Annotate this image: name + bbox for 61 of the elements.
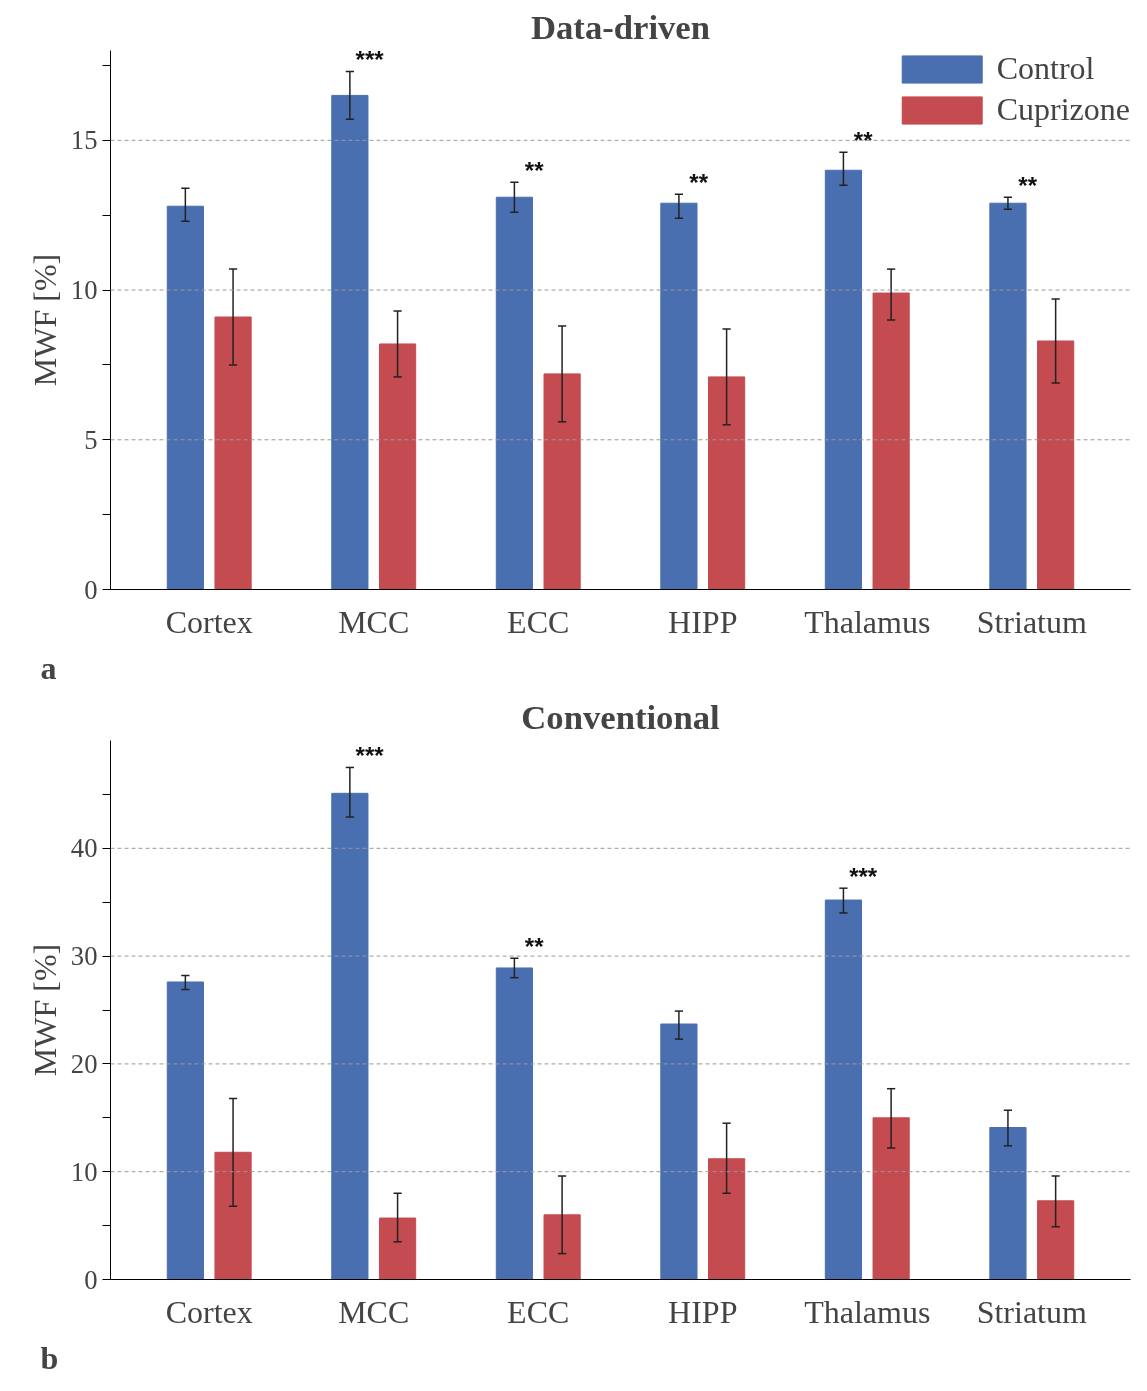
bar [708,376,746,590]
bar [331,94,369,590]
bar [660,1023,698,1280]
x-tick-label: ECC [507,603,570,640]
x-tick-label: Thalamus [804,1293,931,1330]
bar [378,1217,417,1280]
text: b [40,1339,59,1376]
x-tick-label: HIPP [668,1293,738,1330]
bar [166,981,204,1280]
x-tick-label: MCC [338,1293,410,1330]
y-tick-label: 15 [70,125,98,156]
bar [1037,340,1075,590]
data-label: *** [355,46,385,74]
x-tick-label: Striatum [976,603,1088,640]
bar [543,1214,581,1280]
bar [495,967,533,1280]
data-label: *** [849,863,878,891]
data-label: ** [1018,172,1038,200]
y-tick-label: 30 [70,941,98,972]
bar [872,1117,910,1280]
x-tick-label: Thalamus [804,603,931,640]
y-tick-label: 0 [84,1264,98,1295]
x-tick-label: MCC [338,603,410,640]
bar [378,343,417,590]
x-tick-label: Striatum [976,1293,1088,1330]
bar [331,792,369,1280]
y-axis-title: MWF [%] [26,253,63,387]
bar [1037,1200,1075,1280]
x-tick-label: Cortex [165,603,253,640]
bar [824,899,863,1280]
bar [708,1158,746,1280]
y-tick-label: 0 [84,574,98,605]
data-label: ** [853,127,874,155]
y-tick-label: 40 [70,833,98,864]
chart-title: Data-driven [530,7,711,46]
data-label: ** [524,157,545,185]
bar [166,205,204,590]
bar [989,1127,1027,1280]
data-label: ** [689,169,709,197]
bar [989,202,1027,590]
text: a [40,649,57,686]
y-tick-label: 5 [84,424,98,455]
bar [824,169,863,590]
bar [872,292,910,590]
bar [660,202,698,590]
y-tick-label: 10 [70,1156,98,1187]
y-tick-label: 20 [70,1048,98,1079]
bar [214,316,252,590]
x-tick-label: HIPP [668,603,738,640]
legend-label: Cuprizone [996,91,1130,128]
legend-label: Control [996,50,1095,87]
chart-title: Conventional [521,697,721,736]
data-label: *** [355,742,385,770]
bar [495,196,533,590]
bar [214,1151,252,1280]
y-axis-title: MWF [%] [26,943,63,1077]
x-tick-label: Cortex [165,1293,253,1330]
y-tick-label: 10 [70,275,98,306]
data-label: ** [524,933,545,961]
bar [543,373,581,590]
x-tick-label: ECC [507,1293,570,1330]
